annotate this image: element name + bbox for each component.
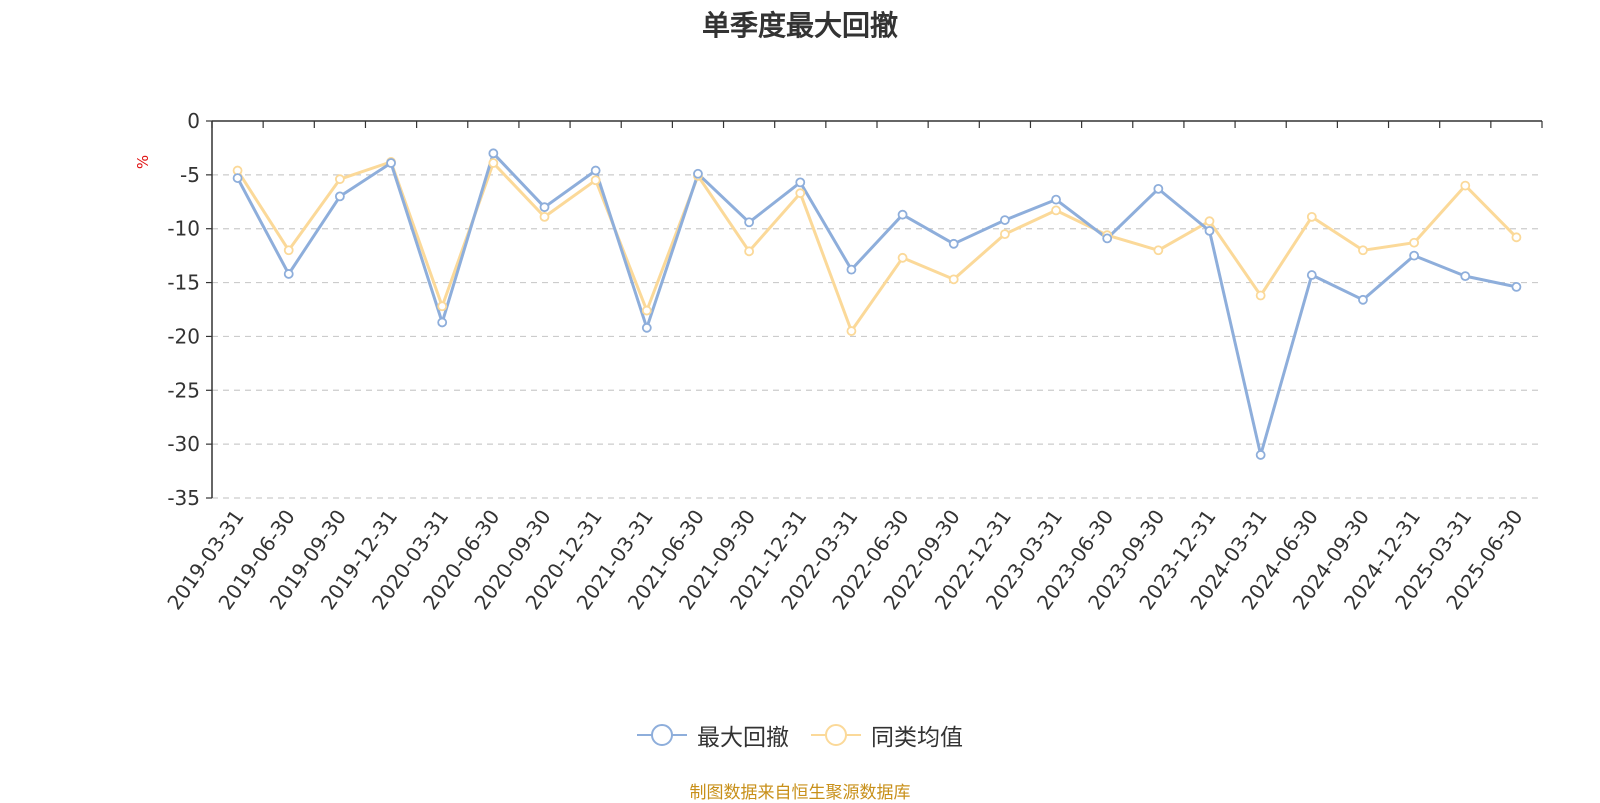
data-point-series-1 (334, 174, 345, 185)
data-point-series-0 (744, 217, 755, 228)
series-line-0 (236, 151, 1517, 457)
legend-item-category-average[interactable]: 同类均值 (811, 718, 963, 752)
data-point-series-0 (334, 191, 345, 202)
y-tick-label: -25 (167, 378, 200, 402)
data-point-series-0 (999, 215, 1010, 225)
data-point-series-1 (1153, 245, 1164, 256)
data-point-series-1 (744, 246, 755, 257)
y-tick-label: -35 (167, 486, 200, 510)
data-point-series-1 (488, 158, 499, 168)
data-point-series-1 (1409, 237, 1420, 248)
data-point-series-1 (283, 245, 294, 256)
series-line-1 (236, 160, 1518, 333)
chart-title: 单季度最大回撤 (701, 9, 898, 42)
data-point-series-1 (641, 305, 652, 316)
data-point-series-1 (1511, 232, 1522, 243)
data-point-series-0 (283, 269, 294, 279)
data-point-series-0 (948, 238, 959, 249)
chart-legend: 最大回撤 同类均值 (0, 718, 1600, 752)
data-point-series-0 (641, 322, 652, 333)
y-tick-label: -10 (167, 217, 200, 241)
data-point-series-0 (386, 158, 396, 168)
data-point-series-0 (1409, 250, 1420, 261)
data-point-series-1 (1358, 245, 1368, 256)
data-point-series-0 (1153, 183, 1164, 194)
data-point-series-1 (590, 175, 601, 186)
data-point-series-1 (795, 188, 806, 199)
data-point-series-0 (232, 173, 243, 183)
data-source-note: 制图数据来自恒生聚源数据库 (689, 783, 911, 803)
data-point-series-0 (1204, 225, 1215, 236)
data-point-series-1 (539, 211, 550, 222)
data-point-series-0 (437, 317, 448, 328)
y-tick-label: 0 (187, 109, 200, 133)
legend-marker-max-drawdown-icon (637, 724, 687, 746)
data-point-series-1 (1204, 216, 1215, 227)
data-point-series-1 (846, 326, 857, 336)
data-point-series-0 (1255, 450, 1266, 460)
data-point-series-0 (1511, 281, 1522, 292)
data-point-series-1 (1306, 211, 1317, 222)
data-point-series-0 (897, 209, 908, 220)
data-point-series-0 (693, 168, 703, 179)
data-point-series-0 (488, 148, 499, 159)
data-point-series-1 (1255, 290, 1266, 301)
data-point-series-0 (539, 202, 550, 213)
data-point-series-1 (897, 252, 908, 263)
data-point-series-1 (437, 301, 448, 312)
legend-label-category-average: 同类均值 (871, 725, 963, 751)
data-point-series-0 (1102, 233, 1113, 244)
legend-label-max-drawdown: 最大回撤 (697, 725, 789, 751)
data-point-series-1 (999, 229, 1010, 240)
y-tick-label: -20 (167, 324, 200, 348)
legend-marker-category-average-icon (811, 724, 861, 746)
data-point-series-1 (1460, 180, 1471, 191)
data-point-series-0 (1051, 194, 1061, 205)
legend-item-max-drawdown[interactable]: 最大回撤 (637, 718, 789, 752)
data-point-series-1 (1051, 205, 1061, 216)
data-point-series-0 (1358, 294, 1368, 305)
data-point-series-0 (590, 165, 601, 176)
y-tick-label: -5 (180, 163, 200, 187)
data-point-series-0 (846, 264, 857, 275)
y-axis-unit-label: % (134, 155, 152, 169)
y-tick-label: -15 (167, 271, 200, 295)
axes: 0-5-10-15-20-25-30-352019-03-312019-06-3… (162, 109, 1543, 614)
data-point-series-0 (795, 177, 806, 188)
y-tick-label: -30 (167, 432, 200, 456)
data-point-series-0 (1306, 270, 1317, 280)
series-lines (232, 148, 1522, 460)
data-point-series-0 (1460, 271, 1471, 282)
data-point-series-1 (948, 274, 959, 285)
